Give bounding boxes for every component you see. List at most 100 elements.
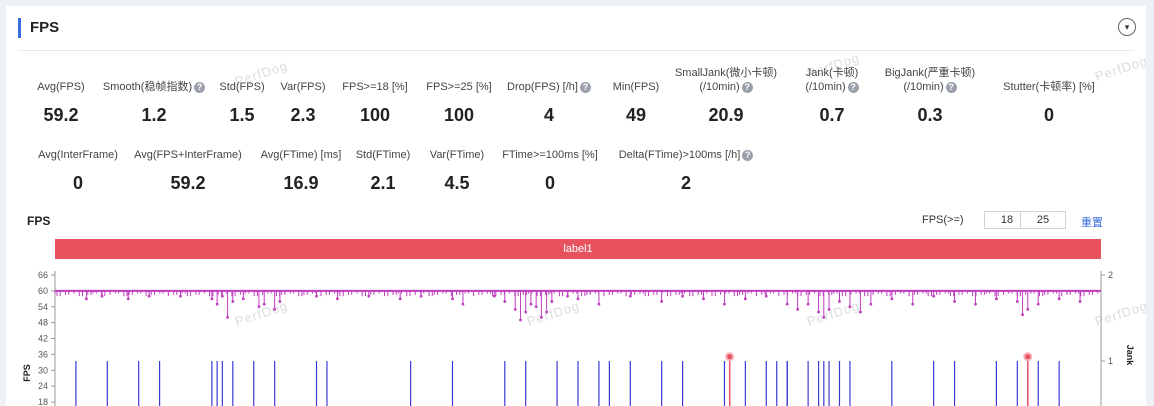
fps-point	[126, 297, 130, 301]
fps-point	[513, 307, 517, 311]
fps-point	[869, 302, 873, 306]
fps-point	[1078, 300, 1082, 303]
fps-point	[231, 300, 235, 303]
fps-point	[1026, 307, 1030, 311]
metric-label: Smooth(稳帧指数)?	[100, 80, 208, 94]
divider	[18, 50, 1134, 51]
y-tick-label: 60	[38, 286, 48, 296]
fps-point	[461, 302, 465, 306]
fps-point	[1057, 297, 1061, 301]
threshold-label: FPS(>=)	[922, 214, 964, 226]
fps-point	[838, 300, 841, 303]
metric-value: 16.9	[283, 173, 319, 193]
fps-point	[262, 302, 266, 306]
fps-point	[953, 300, 956, 303]
fps-point	[273, 307, 277, 311]
metric-value: 2.1	[370, 173, 396, 193]
metric-value: 59.2	[170, 173, 206, 193]
help-icon[interactable]: ?	[847, 81, 859, 93]
metric-metrics_row1-10: BigJank(严重卡顿) (/10min)?	[878, 64, 982, 94]
fps-point	[257, 305, 261, 309]
metric-label: FPS>=18 [%]	[342, 81, 408, 93]
fps-point	[702, 297, 705, 301]
fps-point	[550, 300, 554, 303]
metric-metrics_row1-0: Avg(FPS)	[24, 64, 98, 94]
fps-point	[210, 297, 214, 301]
metric-metrics_row1-2: Std(FPS)	[216, 64, 268, 94]
fps-point	[911, 302, 915, 306]
metric-label: Delta(FTime)>100ms [/h]?	[616, 148, 756, 162]
threshold-input-2[interactable]	[1020, 211, 1066, 229]
metric-value: 1.5	[229, 105, 255, 125]
fps-point	[723, 302, 726, 306]
metric-value: 2.3	[290, 105, 316, 125]
help-icon[interactable]: ?	[742, 149, 754, 161]
metric-label: FTime>=100ms [%]	[502, 149, 598, 161]
fps-point	[995, 297, 998, 301]
metric-value: 20.9	[708, 105, 744, 125]
fps-point	[278, 300, 282, 303]
metric-metrics_row2-3: Std(FTime)	[352, 144, 414, 162]
metric-metrics_row1-7: Min(FPS)	[606, 64, 666, 94]
help-icon[interactable]: ?	[945, 81, 957, 93]
fps-point	[529, 302, 533, 306]
fps-point	[576, 297, 580, 301]
y-tick-label: 24	[38, 381, 48, 391]
fps-point	[764, 294, 768, 298]
collapse-icon[interactable]: ▾	[1118, 18, 1136, 36]
fps-point	[226, 315, 229, 319]
y2-tick-label: 2	[1108, 270, 1113, 280]
fps-point	[545, 310, 549, 314]
fps-point	[336, 297, 339, 301]
fps-point	[367, 294, 371, 298]
metric-label: BigJank(严重卡顿) (/10min)?	[884, 67, 976, 93]
y-tick-label: 42	[38, 334, 48, 344]
metric-value: 100	[359, 105, 391, 125]
metric-label: Avg(FTime) [ms]	[260, 149, 342, 161]
fps-point	[827, 307, 831, 311]
y-tick-label: 30	[38, 365, 48, 375]
fps-point	[785, 302, 789, 306]
metric-label: Var(FPS)	[280, 81, 326, 93]
fps-point	[817, 310, 820, 314]
threshold-input-1[interactable]	[984, 211, 1030, 229]
metric-label: Drop(FPS) [/h]?	[506, 80, 592, 94]
y2-tick-label: 1	[1108, 356, 1113, 366]
bigjank-marker	[725, 352, 735, 362]
fps-point	[796, 307, 800, 311]
y-tick-label: 66	[38, 270, 48, 280]
fps-panel: FPS ▾ PerfDog PerfDog PerfDog PerfDog PerfDo…	[6, 6, 1146, 406]
bigjank-marker	[1023, 352, 1033, 362]
metric-metrics_row1-5: FPS>=25 [%]	[420, 64, 498, 94]
fps-point	[1021, 313, 1024, 317]
fps-point	[806, 302, 810, 306]
label-bar[interactable]: label1	[55, 239, 1101, 259]
section-title: FPS	[18, 18, 59, 38]
y-tick-label: 54	[38, 302, 48, 312]
help-icon[interactable]: ?	[579, 81, 591, 93]
metric-label: Min(FPS)	[612, 81, 660, 93]
metric-metrics_row1-1: Smooth(稳帧指数)?	[100, 64, 208, 94]
metric-label: Std(FTime)	[355, 149, 411, 161]
fps-point	[1036, 302, 1040, 306]
metric-label: FPS>=25 [%]	[426, 81, 492, 93]
metric-metrics_row2-1: Avg(FPS+InterFrame)	[132, 144, 244, 162]
metric-metrics_row2-0: Avg(InterFrame)	[28, 144, 128, 162]
help-icon[interactable]: ?	[194, 81, 206, 93]
fps-point	[419, 294, 423, 298]
fps-point	[539, 315, 543, 319]
metric-label: Var(FTime)	[429, 149, 485, 161]
fps-point	[660, 300, 664, 303]
fps-chart[interactable]: 66 60 54 48 42 36 30 24 18 2 1 FPS Jank	[6, 261, 1146, 406]
metric-label: Avg(FPS+InterFrame)	[134, 149, 242, 161]
reset-link[interactable]: 重置	[1081, 217, 1103, 229]
fps-point	[492, 294, 496, 298]
metric-value: 2	[680, 173, 691, 193]
fps-point	[628, 294, 632, 298]
metric-metrics_row1-9: Jank(卡顿) (/10min)?	[796, 64, 868, 94]
help-icon[interactable]: ?	[741, 81, 753, 93]
fps-point	[743, 297, 747, 301]
metric-value: 1.2	[141, 105, 167, 125]
metric-value: 0	[544, 173, 555, 193]
y-tick-label: 36	[38, 349, 48, 359]
